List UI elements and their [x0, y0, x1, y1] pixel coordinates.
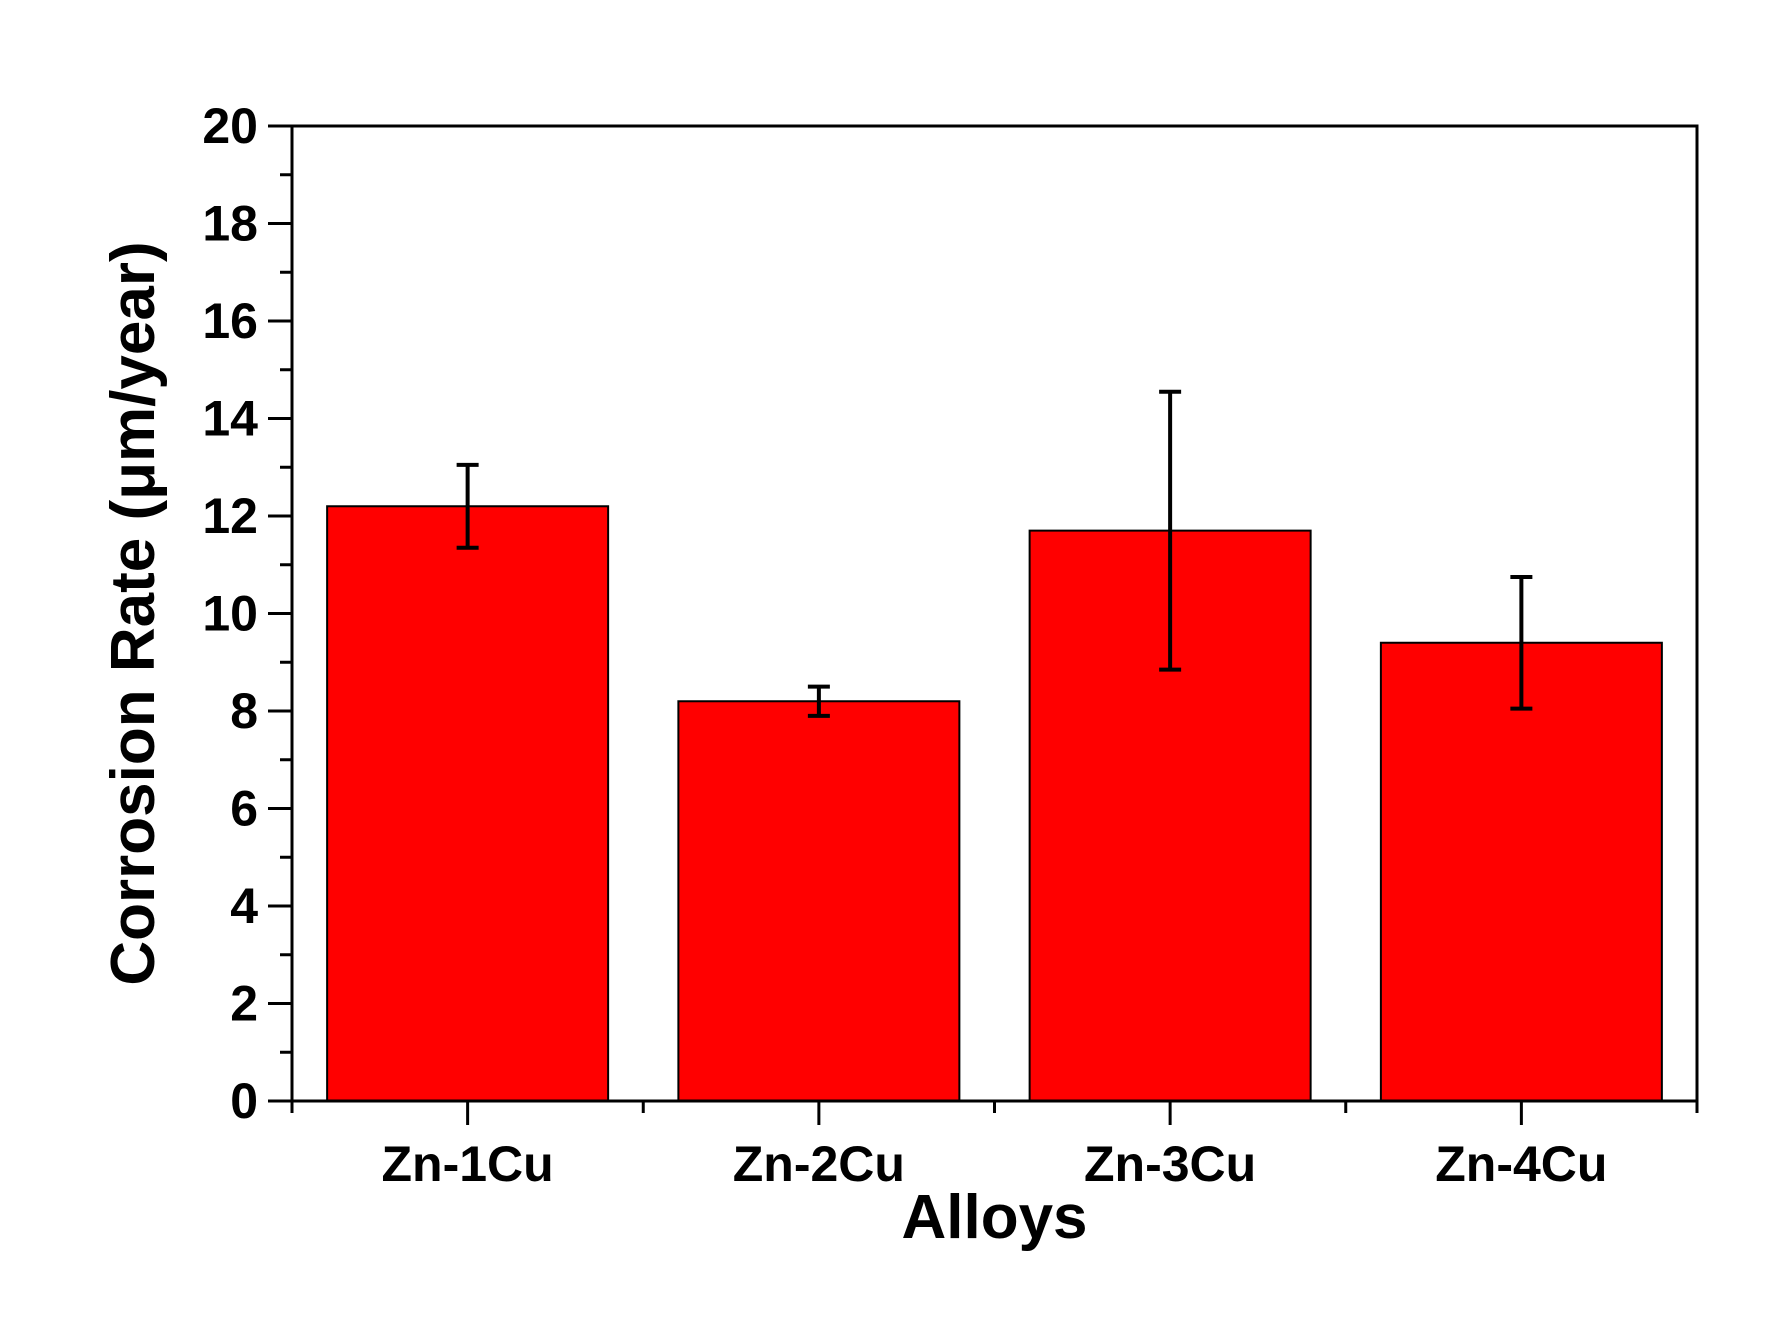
- y-tick-label: 4: [230, 878, 258, 934]
- x-tick-label-Zn-1Cu: Zn-1Cu: [382, 1136, 554, 1192]
- x-tick-label-Zn-3Cu: Zn-3Cu: [1084, 1136, 1256, 1192]
- bar-Zn-1Cu: [326, 505, 610, 1102]
- error-bar-Zn-3Cu: [1159, 389, 1182, 672]
- y-tick-label: 8: [230, 683, 258, 739]
- bar-Zn-4Cu: [1379, 641, 1663, 1102]
- error-bar-Zn-2Cu: [807, 684, 830, 718]
- y-tick-label: 18: [202, 196, 258, 252]
- y-tick-label: 20: [202, 98, 258, 154]
- y-axis-title: Corrosion Rate (μm/year): [99, 241, 168, 985]
- error-bars-layer: [456, 389, 1533, 718]
- error-bar-Zn-1Cu: [456, 462, 479, 550]
- axes-layer: [268, 124, 1699, 1125]
- bars-layer: [326, 505, 1663, 1102]
- y-tick-label: 12: [202, 488, 258, 544]
- x-axis-title: Alloys: [901, 1183, 1087, 1252]
- x-tick-label-Zn-4Cu: Zn-4Cu: [1435, 1136, 1607, 1192]
- labels-layer: 0 2 4 6 8 10 12 14 16 18 20 Zn-1Cu Zn-2Cu Zn-3Cu Zn-4C…: [202, 98, 1607, 1192]
- x-tick-label-Zn-2Cu: Zn-2Cu: [733, 1136, 905, 1192]
- y-tick-label: 2: [230, 976, 258, 1032]
- error-bar-Zn-4Cu: [1510, 574, 1533, 711]
- y-tick-label: 14: [202, 391, 258, 447]
- y-tick-label: 10: [202, 586, 258, 642]
- y-tick-label: 6: [230, 781, 258, 837]
- bar-Zn-2Cu: [677, 700, 961, 1102]
- y-tick-label: 16: [202, 293, 258, 349]
- y-tick-label: 0: [230, 1073, 258, 1129]
